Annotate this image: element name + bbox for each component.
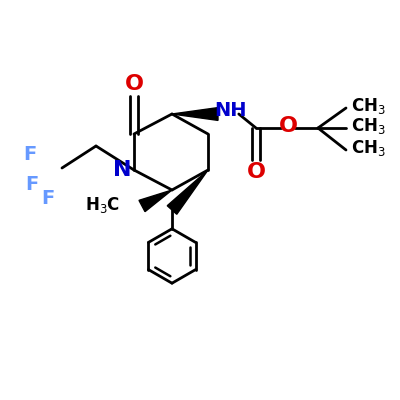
Text: CH$_3$: CH$_3$ <box>351 96 386 116</box>
Text: N: N <box>113 160 131 180</box>
Text: CH$_3$: CH$_3$ <box>351 138 386 158</box>
Text: F: F <box>41 188 55 208</box>
Polygon shape <box>167 170 208 214</box>
Text: O: O <box>124 74 144 94</box>
Text: O: O <box>278 116 298 136</box>
Polygon shape <box>172 108 218 120</box>
Text: F: F <box>23 144 37 164</box>
Polygon shape <box>139 190 172 212</box>
Text: F: F <box>25 174 39 194</box>
Text: NH: NH <box>214 100 246 120</box>
Text: CH$_3$: CH$_3$ <box>351 116 386 136</box>
Text: H$_3$C: H$_3$C <box>85 195 120 215</box>
Text: O: O <box>246 162 266 182</box>
